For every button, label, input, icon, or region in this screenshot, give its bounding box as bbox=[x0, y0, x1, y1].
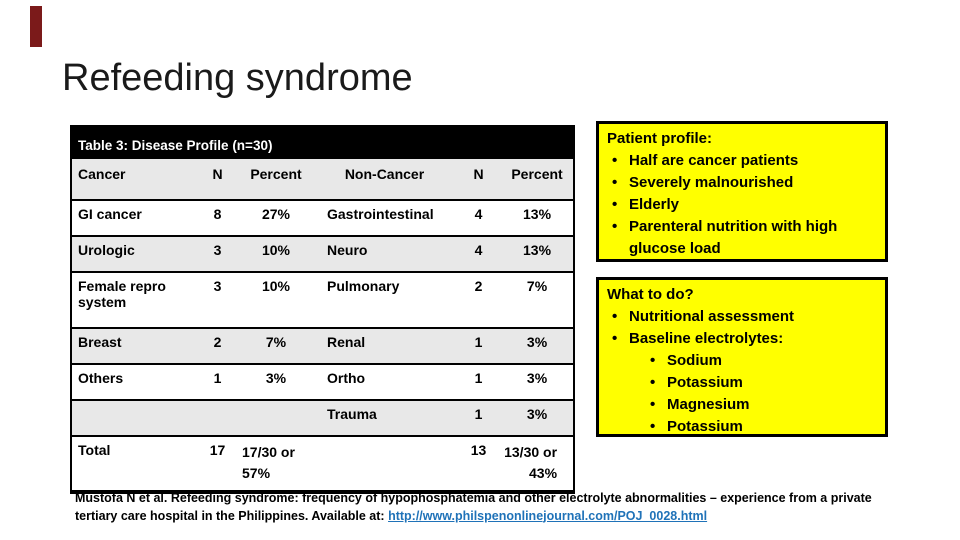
citation-text: Mustofa N et al. Refeeding syndrome: fre… bbox=[75, 491, 872, 523]
table-row: Urologic 3 10% Neuro 4 13% bbox=[71, 236, 575, 272]
total-n-cell: 13 bbox=[470, 442, 487, 458]
disease-profile-table: Table 3: Disease Profile (n=30) Cancer N… bbox=[70, 125, 576, 494]
slide-accent-bar bbox=[30, 6, 42, 47]
list-item: • Severely malnourished bbox=[605, 172, 877, 194]
footer-citation: Mustofa N et al. Refeeding syndrome: fre… bbox=[75, 490, 897, 525]
bullet-icon: • bbox=[612, 152, 618, 169]
percent-cell: 10% bbox=[261, 278, 291, 294]
page-title: Refeeding syndrome bbox=[62, 57, 413, 99]
bullet-text: Nutritional assessment bbox=[629, 308, 795, 325]
total-percent-cell: 13/30 or 43% bbox=[504, 444, 558, 481]
table-row: Trauma 1 3% bbox=[71, 400, 575, 436]
noncancer-type-cell: Renal bbox=[313, 328, 456, 364]
bullet-text: Sodium bbox=[667, 352, 722, 369]
percent-cell: 13% bbox=[501, 236, 575, 272]
bullet-icon: • bbox=[650, 374, 656, 391]
percent-cell: 13% bbox=[523, 206, 552, 222]
percent-cell: 3% bbox=[526, 370, 548, 386]
cancer-type-cell: Breast bbox=[71, 328, 196, 364]
n-cell: 4 bbox=[474, 206, 483, 222]
n-cell: 1 bbox=[456, 400, 501, 436]
table-row: Others 1 3% Ortho 1 3% bbox=[71, 364, 575, 400]
n-cell bbox=[196, 400, 239, 436]
empty-cell bbox=[313, 436, 456, 492]
bullet-text: Baseline electrolytes: bbox=[629, 330, 784, 347]
noncancer-type-cell: Trauma bbox=[313, 400, 456, 436]
sub-list-item: • Potassium bbox=[605, 372, 877, 394]
bullet-icon: • bbox=[612, 330, 618, 347]
n-cell: 1 bbox=[456, 328, 501, 364]
bullet-text: Severely malnourished bbox=[629, 174, 794, 191]
cancer-type-cell: GI cancer bbox=[78, 206, 142, 222]
table-total-row: Total 17 17/30 or 57% 13 13/30 or 43% bbox=[71, 436, 575, 492]
cancer-type-cell bbox=[71, 400, 196, 436]
column-header-n1: N bbox=[196, 159, 239, 200]
n-cell: 1 bbox=[474, 370, 483, 386]
table-row: Female repro system 3 10% Pulmonary 2 7% bbox=[71, 272, 575, 328]
column-header-noncancer: Non-Cancer bbox=[313, 159, 456, 200]
column-header-cancer: Cancer bbox=[71, 159, 196, 200]
percent-cell: 3% bbox=[265, 370, 287, 386]
bullet-text: Potassium bbox=[667, 374, 743, 391]
bullet-text: Magnesium bbox=[667, 396, 750, 413]
total-n-cell: 17 bbox=[209, 442, 226, 458]
table-header-row: Cancer N Percent Non-Cancer N Percent bbox=[71, 159, 575, 200]
n-cell: 2 bbox=[196, 328, 239, 364]
bullet-text: Potassium bbox=[667, 418, 743, 435]
noncancer-type-cell: Neuro bbox=[313, 236, 456, 272]
list-item: • Baseline electrolytes: bbox=[605, 328, 877, 350]
cancer-type-cell: Female repro system bbox=[78, 278, 166, 310]
cancer-type-cell: Urologic bbox=[71, 236, 196, 272]
table-row: Breast 2 7% Renal 1 3% bbox=[71, 328, 575, 364]
column-header-n2: N bbox=[456, 159, 501, 200]
percent-cell: 7% bbox=[526, 278, 548, 294]
noncancer-type-cell: Pulmonary bbox=[327, 278, 400, 294]
list-item: • Parenteral nutrition with high glucose… bbox=[605, 216, 877, 260]
noncancer-type-cell: Gastrointestinal bbox=[327, 206, 434, 222]
bullet-text: Parenteral nutrition with high glucose l… bbox=[629, 218, 838, 257]
cancer-type-cell: Others bbox=[78, 370, 124, 386]
bullet-text: Half are cancer patients bbox=[629, 152, 799, 169]
callout-title: What to do? bbox=[607, 286, 694, 303]
n-cell: 4 bbox=[456, 236, 501, 272]
n-cell: 8 bbox=[213, 206, 222, 222]
table-caption-row: Table 3: Disease Profile (n=30) bbox=[71, 126, 575, 159]
bullet-icon: • bbox=[612, 218, 618, 235]
sub-list-item: • Sodium bbox=[605, 350, 877, 372]
total-percent-cell: 17/30 or 57% bbox=[242, 444, 295, 481]
n-cell: 3 bbox=[213, 278, 222, 294]
percent-cell: 3% bbox=[501, 400, 575, 436]
bullet-icon: • bbox=[650, 418, 656, 435]
percent-cell: 10% bbox=[239, 236, 313, 272]
bullet-icon: • bbox=[612, 174, 618, 191]
percent-cell: 7% bbox=[239, 328, 313, 364]
noncancer-type-cell: Ortho bbox=[327, 370, 366, 386]
column-header-percent2: Percent bbox=[501, 159, 575, 200]
callout-title: Patient profile: bbox=[607, 130, 713, 147]
total-label-cell: Total bbox=[78, 442, 111, 458]
patient-profile-callout: Patient profile: • Half are cancer patie… bbox=[596, 121, 888, 262]
n-cell: 3 bbox=[196, 236, 239, 272]
what-to-do-callout: What to do? • Nutritional assessment • B… bbox=[596, 277, 888, 437]
sub-list-item: • Potassium bbox=[605, 416, 877, 438]
bullet-icon: • bbox=[650, 396, 656, 413]
list-item: • Elderly bbox=[605, 194, 877, 216]
bullet-icon: • bbox=[612, 196, 618, 213]
percent-cell bbox=[239, 400, 313, 436]
list-item: • Half are cancer patients bbox=[605, 150, 877, 172]
n-cell: 2 bbox=[474, 278, 483, 294]
table-caption: Table 3: Disease Profile (n=30) bbox=[71, 126, 575, 159]
bullet-icon: • bbox=[612, 308, 618, 325]
bullet-text: Elderly bbox=[629, 196, 680, 213]
table-row: GI cancer 8 27% Gastrointestinal 4 13% bbox=[71, 200, 575, 236]
sub-list-item: • Magnesium bbox=[605, 394, 877, 416]
percent-cell: 27% bbox=[261, 206, 291, 222]
list-item: • Nutritional assessment bbox=[605, 306, 877, 328]
percent-cell: 3% bbox=[501, 328, 575, 364]
bullet-icon: • bbox=[650, 352, 656, 369]
citation-link[interactable]: http://www.philspenonlinejournal.com/POJ… bbox=[388, 508, 708, 523]
column-header-percent1: Percent bbox=[239, 159, 313, 200]
n-cell: 1 bbox=[213, 370, 222, 386]
